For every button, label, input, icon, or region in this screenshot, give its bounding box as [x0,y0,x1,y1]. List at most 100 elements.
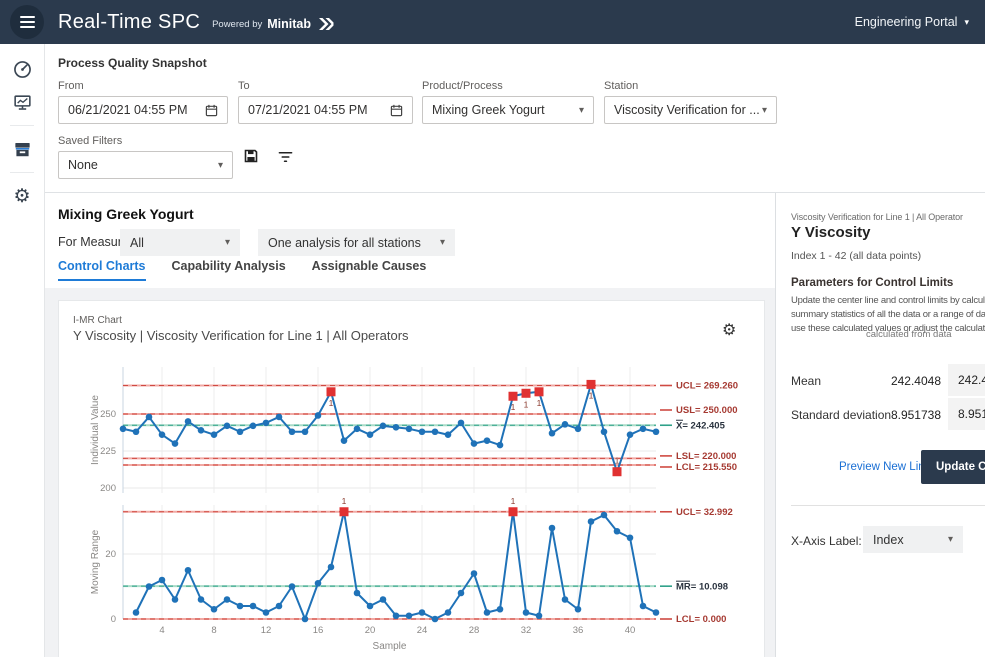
chevron-down-icon: ▾ [762,105,767,116]
product-field-group: Product/Process Mixing Greek Yogurt ▾ [422,80,594,124]
svg-text:UCL= 269.260: UCL= 269.260 [676,381,738,392]
chart-settings-gear-icon[interactable]: ⚙ [722,323,736,339]
hamburger-menu-button[interactable] [10,5,44,39]
from-field-group: From 06/21/2021 04:55 PM [58,80,228,124]
sidebar-item-settings[interactable]: ⚙ [10,184,34,208]
sidebar-item-dashboard[interactable] [10,57,34,81]
params-desc-line: summary statistics of all the data or a … [791,308,985,322]
svg-text:32: 32 [521,625,532,636]
params-desc-line: Update the center line and control limit… [791,294,985,308]
top-bar: Real-Time SPC Powered by Minitab Enginee… [0,0,985,44]
product-process-label: Product/Process [422,80,594,92]
mean-input-value: 242.4048 [958,373,985,387]
chevron-down-icon: ▾ [579,105,584,116]
mean-input[interactable]: 242.4048 [948,364,985,396]
to-datetime-input[interactable]: 07/21/2021 04:55 PM [238,96,413,124]
to-field-group: To 07/21/2021 04:55 PM [238,80,413,124]
mean-label: Mean [791,374,821,388]
save-icon [243,148,259,164]
svg-text:1: 1 [615,456,620,466]
svg-text:UCL= 32.992: UCL= 32.992 [676,507,733,518]
tab-control-charts[interactable]: Control Charts [58,259,146,281]
save-filter-button[interactable] [243,148,259,164]
svg-text:200: 200 [100,483,116,494]
sd-input-value: 8.951738 [958,407,985,421]
chevron-down-icon: ▾ [218,160,223,171]
svg-text:MR= 10.098: MR= 10.098 [676,581,728,592]
portal-switcher[interactable]: Engineering Portal ▾ [855,15,969,29]
analysis-mode-value: One analysis for all stations [268,236,421,250]
chevron-down-icon: ▾ [440,237,445,248]
sidebar-divider [10,125,34,126]
filter-button[interactable] [277,149,294,164]
dashboard-gauge-icon [12,59,33,80]
calendar-icon[interactable] [205,104,218,117]
svg-text:1: 1 [329,398,334,408]
svg-text:16: 16 [313,625,324,636]
main-content: Mixing Greek Yogurt For Measure: All ▾ O… [45,193,775,657]
svg-text:1: 1 [524,399,529,409]
tab-assignable-causes[interactable]: Assignable Causes [312,259,427,281]
svg-text:X= 242.405: X= 242.405 [676,420,726,431]
svg-text:36: 36 [573,625,584,636]
imr-chart-svg[interactable]: 200225250111111UCL= 269.260USL= 250.000X… [59,353,766,657]
svg-text:24: 24 [417,625,428,636]
update-control-limits-button[interactable]: Update Control Limits [921,450,985,484]
svg-text:Sample: Sample [373,641,407,652]
sidebar-item-monitor[interactable] [10,90,34,114]
svg-text:Individual Value: Individual Value [90,395,101,465]
control-limits-panel: Viscosity Verification for Line 1 | All … [775,193,985,657]
station-label: Station [604,80,777,92]
measure-select[interactable]: All ▾ [120,229,240,256]
real-time-spc-app: Real-Time SPC Powered by Minitab Enginee… [0,0,985,657]
svg-text:12: 12 [261,625,272,636]
sd-input[interactable]: 8.951738 [948,398,985,430]
saved-filters-select[interactable]: None ▾ [58,151,233,179]
svg-text:4: 4 [159,625,164,636]
svg-text:250: 250 [100,409,116,420]
monitor-chart-icon [12,92,33,113]
svg-text:1: 1 [511,402,516,412]
svg-text:USL= 250.000: USL= 250.000 [676,405,738,416]
sidebar-divider [10,172,34,173]
settings-gear-icon: ⚙ [13,187,30,206]
filter-icon [277,149,294,164]
chevron-down-icon: ▾ [964,17,969,28]
left-sidebar: ⚙ [0,44,45,657]
process-quality-snapshot: Process Quality Snapshot From 06/21/2021… [45,44,985,193]
panel-title: Y Viscosity [791,224,871,241]
archive-box-icon [12,139,33,160]
to-label: To [238,80,413,92]
tab-capability-analysis[interactable]: Capability Analysis [172,259,286,281]
analysis-tabs: Control Charts Capability Analysis Assig… [58,259,426,281]
station-value: Viscosity Verification for ... [614,103,760,117]
station-select[interactable]: Viscosity Verification for ... ▾ [604,96,777,124]
svg-text:20: 20 [105,549,116,560]
calendar-icon[interactable] [390,104,403,117]
svg-text:Moving Range: Moving Range [90,529,101,594]
portal-label: Engineering Portal [855,15,958,29]
saved-filters-label: Saved Filters [58,135,233,147]
mean-calculated-value: 242.4048 [866,374,941,388]
from-label: From [58,80,228,92]
product-process-select[interactable]: Mixing Greek Yogurt ▾ [422,96,594,124]
svg-text:0: 0 [111,614,116,625]
svg-text:8: 8 [211,625,216,636]
analysis-mode-select[interactable]: One analysis for all stations ▾ [258,229,455,256]
x-axis-select[interactable]: Index ▾ [863,526,963,553]
chevron-down-icon: ▾ [948,534,953,545]
sd-calculated-value: 8.951738 [866,408,941,422]
filters-title: Process Quality Snapshot [58,56,207,70]
chart-zone: I-MR Chart Y Viscosity | Viscosity Verif… [45,288,775,657]
x-axis-value: Index [873,533,904,547]
station-field-group: Station Viscosity Verification for ... ▾ [604,80,777,124]
sidebar-item-archive[interactable] [10,137,34,161]
minitab-chevron-logo-icon [318,18,334,30]
svg-text:1: 1 [537,398,542,408]
page-title: Mixing Greek Yogurt [58,206,194,222]
svg-text:1: 1 [342,496,347,506]
panel-subtitle: Viscosity Verification for Line 1 | All … [791,212,963,222]
index-range-label: Index 1 - 42 (all data points) [791,250,921,262]
from-datetime-input[interactable]: 06/21/2021 04:55 PM [58,96,228,124]
svg-text:LCL= 215.550: LCL= 215.550 [676,462,737,473]
